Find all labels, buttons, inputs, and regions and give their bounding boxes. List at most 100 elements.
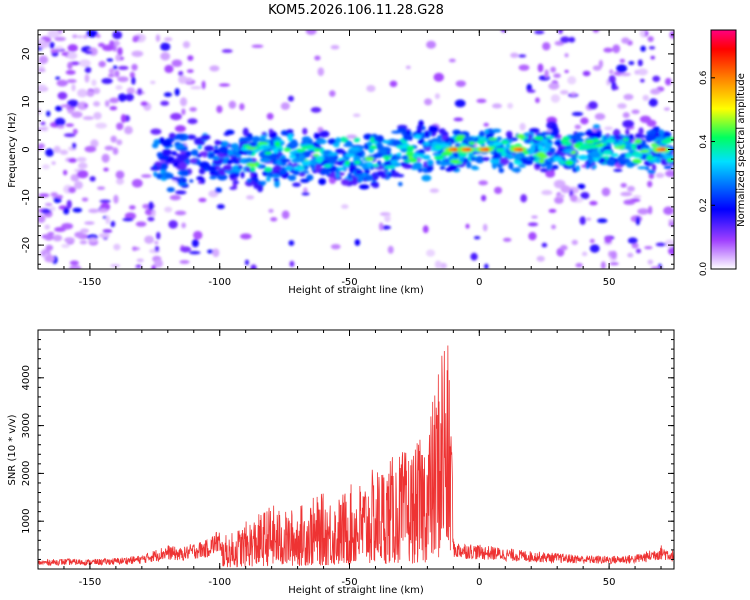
heatmap-cell	[246, 162, 257, 167]
heatmap-cell	[548, 208, 557, 213]
y-tick-label: -10	[21, 189, 32, 205]
heatmap-cell	[627, 185, 635, 192]
heatmap-cell	[45, 148, 54, 157]
heatmap-cell	[663, 107, 670, 111]
heatmap-cell	[491, 156, 499, 160]
heatmap-cell	[637, 68, 648, 76]
heatmap-cell	[551, 224, 556, 230]
heatmap-cell	[117, 47, 123, 56]
heatmap-cell	[200, 134, 211, 140]
heatmap-cell	[171, 59, 183, 67]
heatmap-cell	[644, 246, 653, 250]
heatmap-cell	[570, 92, 577, 96]
heatmap-cell	[372, 183, 380, 189]
heatmap-cell	[407, 155, 414, 160]
x-tick-label: -150	[79, 277, 102, 288]
heatmap-cell	[605, 138, 616, 144]
heatmap-cell	[136, 258, 144, 263]
heatmap-cell	[534, 136, 544, 141]
heatmap-cell	[38, 143, 45, 149]
heatmap-cell	[216, 105, 223, 114]
heatmap-cell	[579, 216, 586, 225]
heatmap-cell	[632, 195, 642, 199]
heatmap-cell	[384, 160, 392, 167]
heatmap-cell	[534, 30, 545, 35]
heatmap-cell	[528, 133, 533, 141]
heatmap-cell	[335, 148, 345, 154]
heatmap-cell	[114, 70, 120, 78]
heatmap-cell	[198, 197, 207, 203]
heatmap-cell	[422, 141, 431, 146]
heatmap-cell	[373, 153, 384, 158]
heatmap-cell	[179, 97, 188, 107]
heatmap-cell	[347, 172, 353, 180]
heatmap-cell	[173, 136, 181, 140]
heatmap-cell	[93, 101, 101, 107]
heatmap-cell	[49, 206, 56, 212]
heatmap-cell	[571, 133, 582, 141]
heatmap-cell	[46, 110, 51, 117]
heatmap-cell	[536, 255, 545, 262]
heatmap-cell	[50, 49, 59, 53]
heatmap-cell	[537, 63, 544, 73]
heatmap-cell	[632, 158, 642, 164]
heatmap-cell	[417, 124, 423, 132]
heatmap-cell	[481, 157, 491, 161]
x-tick-label: 50	[603, 277, 616, 288]
heatmap-cell	[131, 76, 136, 85]
heatmap-cell	[142, 203, 150, 209]
heatmap-cell	[344, 160, 350, 166]
heatmap-cell	[604, 236, 612, 244]
heatmap-cell	[580, 191, 590, 200]
heatmap-cell	[60, 104, 71, 108]
heatmap-cell	[296, 149, 306, 153]
heatmap-cell	[57, 91, 68, 100]
heatmap-cell	[128, 205, 136, 210]
heatmap-cell	[301, 136, 312, 143]
heatmap-cell	[454, 136, 464, 142]
heatmap-cell	[600, 261, 606, 269]
heatmap-cell	[166, 187, 175, 193]
heatmap-cell	[434, 155, 444, 160]
heatmap-cell	[98, 233, 110, 238]
heatmap-cell	[422, 154, 431, 160]
heatmap-cell	[488, 137, 498, 141]
heatmap-cell	[328, 152, 338, 157]
heatmap-cell	[378, 142, 383, 150]
heatmap-cell	[274, 179, 280, 188]
heatmap-cell	[293, 166, 304, 171]
heatmap-cell	[102, 229, 113, 234]
heatmap-cell	[112, 30, 123, 40]
heatmap-cell	[313, 132, 320, 140]
heatmap-cell	[301, 145, 309, 150]
heatmap-cell	[426, 159, 434, 167]
heatmap-cell	[108, 67, 115, 75]
heatmap-cell	[132, 246, 137, 252]
heatmap-cell	[273, 165, 282, 171]
heatmap-cell	[38, 41, 50, 49]
heatmap-cell	[660, 157, 670, 166]
heatmap-cell	[216, 153, 227, 158]
heatmap-cell	[317, 67, 325, 77]
heatmap-cell	[182, 41, 191, 49]
heatmap-cell	[259, 157, 271, 163]
heatmap-cell	[354, 239, 361, 246]
heatmap-cell	[551, 164, 559, 170]
heatmap-cell	[67, 108, 74, 114]
heatmap-cell	[299, 172, 306, 177]
y-tick-label: -20	[21, 237, 32, 253]
heatmap-cell	[148, 201, 154, 211]
heatmap-cell	[154, 245, 160, 252]
heatmap-cell	[652, 75, 661, 82]
heatmap-cell	[439, 166, 446, 170]
heatmap-cell	[67, 51, 78, 60]
heatmap-cell	[124, 212, 137, 220]
heatmap-cell	[577, 183, 586, 190]
colorbar-tick-label: 0.4	[699, 134, 709, 149]
heatmap-cell	[520, 194, 528, 203]
heatmap-cell	[69, 260, 79, 266]
heatmap-cell	[503, 237, 512, 242]
heatmap-cell	[537, 145, 544, 151]
heatmap-cell	[151, 211, 156, 217]
